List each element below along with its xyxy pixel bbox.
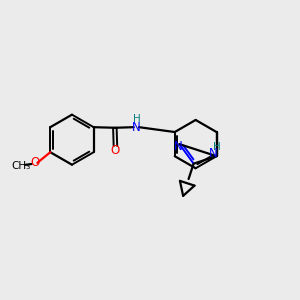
Text: N: N	[132, 121, 140, 134]
Text: N: N	[209, 147, 218, 160]
Text: O: O	[30, 156, 40, 169]
Text: N: N	[173, 140, 182, 153]
Text: CH₃: CH₃	[11, 161, 31, 171]
Text: O: O	[111, 144, 120, 157]
Text: H: H	[213, 142, 221, 152]
Text: H: H	[133, 114, 141, 124]
